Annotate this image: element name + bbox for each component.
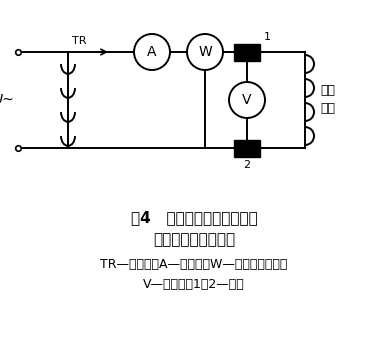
Text: 2: 2: [243, 160, 250, 171]
Text: 功率损耗测量示意图: 功率损耗测量示意图: [153, 232, 235, 247]
Text: V—电压表；1、2—滑环: V—电压表；1、2—滑环: [143, 278, 245, 291]
Bar: [234, 140, 260, 157]
Text: TR: TR: [72, 36, 87, 46]
Text: 转子
绕组: 转子 绕组: [320, 85, 335, 116]
Circle shape: [187, 34, 223, 70]
Text: 1: 1: [264, 32, 271, 41]
Text: TR—调压器；A—电流表；W—低功率瓦特表；: TR—调压器；A—电流表；W—低功率瓦特表；: [100, 258, 288, 271]
Circle shape: [134, 34, 170, 70]
Text: 图4   转子绕组的交流阻抗和: 图4 转子绕组的交流阻抗和: [131, 210, 257, 225]
Circle shape: [229, 82, 265, 118]
Text: U~: U~: [0, 93, 14, 107]
Bar: [234, 44, 260, 61]
Text: W: W: [198, 45, 212, 59]
Text: A: A: [147, 45, 157, 59]
Text: V: V: [242, 93, 252, 107]
